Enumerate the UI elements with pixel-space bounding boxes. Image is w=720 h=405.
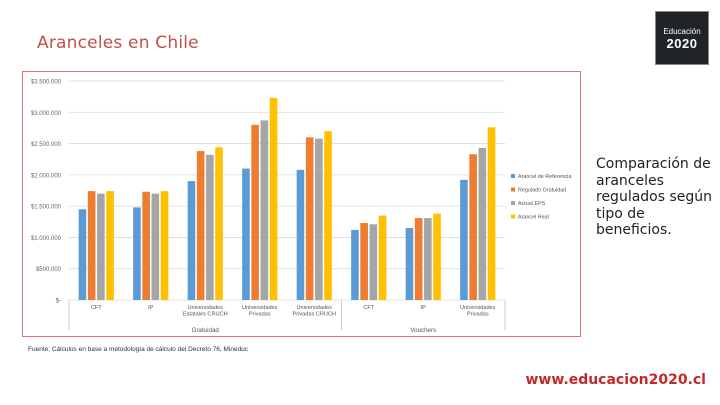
x-tick-label: CFT xyxy=(91,305,102,311)
bar xyxy=(460,179,468,300)
bar xyxy=(160,191,169,300)
legend-label: Regulado Gratuidad xyxy=(518,188,566,194)
bar xyxy=(360,223,368,300)
bar xyxy=(142,191,150,300)
educacion2020-logo: Educación 2020 xyxy=(655,11,709,65)
bar xyxy=(296,169,305,300)
bar xyxy=(206,154,214,300)
y-tick-label: $500.000 xyxy=(36,267,62,273)
legend-swatch xyxy=(511,174,515,178)
legend-swatch xyxy=(511,187,515,192)
y-tick-label: $2.500.000 xyxy=(31,142,62,148)
x-tick-label: CFT xyxy=(363,305,374,311)
y-tick-label: $1.000.000 xyxy=(31,236,62,242)
chart-frame: $- $500.000 $1.000.000 $1.500.000 $2.000.000… xyxy=(22,71,581,337)
x-tick-label: IP xyxy=(148,305,154,311)
legend-label: Arancel de Referencia xyxy=(518,174,571,180)
y-tick-label: $3.500.000 xyxy=(31,80,62,86)
x-tick-label: Universidades Privadas xyxy=(242,305,278,318)
group-label: Gratuidad xyxy=(192,327,220,334)
y-tick-label: $- xyxy=(56,299,61,305)
bar xyxy=(251,124,259,300)
bar xyxy=(378,215,387,300)
x-tick-label: IP xyxy=(421,305,427,311)
bar xyxy=(260,120,269,300)
bar xyxy=(97,193,105,300)
bar xyxy=(469,154,477,300)
bar xyxy=(487,127,496,300)
x-tick-label: Universidades Estatales CRUCH xyxy=(183,305,228,318)
bar xyxy=(433,213,441,300)
bar xyxy=(187,181,196,300)
bar xyxy=(87,191,96,300)
x-tick-label: Universidades Privadas CRUCH xyxy=(292,305,336,318)
legend-swatch xyxy=(511,201,515,205)
bar xyxy=(315,138,323,300)
bar xyxy=(324,131,332,300)
bar xyxy=(242,168,250,300)
group-label: Vouchers xyxy=(410,327,436,334)
website-url: www.educacion2020.cl xyxy=(525,372,706,388)
legend-label: Arancel Real xyxy=(518,215,549,221)
bar xyxy=(369,224,378,300)
bar xyxy=(414,218,423,300)
logo-text-bottom: 2020 xyxy=(666,36,698,51)
bar xyxy=(269,97,278,300)
x-tick-label: Universidades Privadas xyxy=(460,305,496,318)
bar xyxy=(215,147,223,300)
bar xyxy=(351,229,359,300)
y-tick-label: $3.000.000 xyxy=(31,111,62,117)
legend-label: Actual EPS xyxy=(518,201,546,207)
source-footnote: Fuente: Cálculos en base a metodología d… xyxy=(28,346,249,353)
y-tick-label: $2.000.000 xyxy=(31,173,62,179)
logo-text-top: Educación xyxy=(663,27,701,36)
bar xyxy=(78,209,87,300)
y-tick-label: $1.500.000 xyxy=(31,205,62,211)
tuition-bar-chart: $- $500.000 $1.000.000 $1.500.000 $2.000.000… xyxy=(31,80,571,335)
bar xyxy=(196,151,205,300)
bar xyxy=(424,218,432,300)
bar xyxy=(405,228,414,300)
side-description: Comparación de aranceles regulados según… xyxy=(596,156,713,238)
bar xyxy=(106,191,114,300)
bar xyxy=(133,207,141,300)
bar xyxy=(478,147,487,300)
bar xyxy=(151,193,160,300)
bar xyxy=(305,137,314,300)
legend-swatch xyxy=(511,214,515,219)
slide-title: Aranceles en Chile xyxy=(37,33,199,53)
